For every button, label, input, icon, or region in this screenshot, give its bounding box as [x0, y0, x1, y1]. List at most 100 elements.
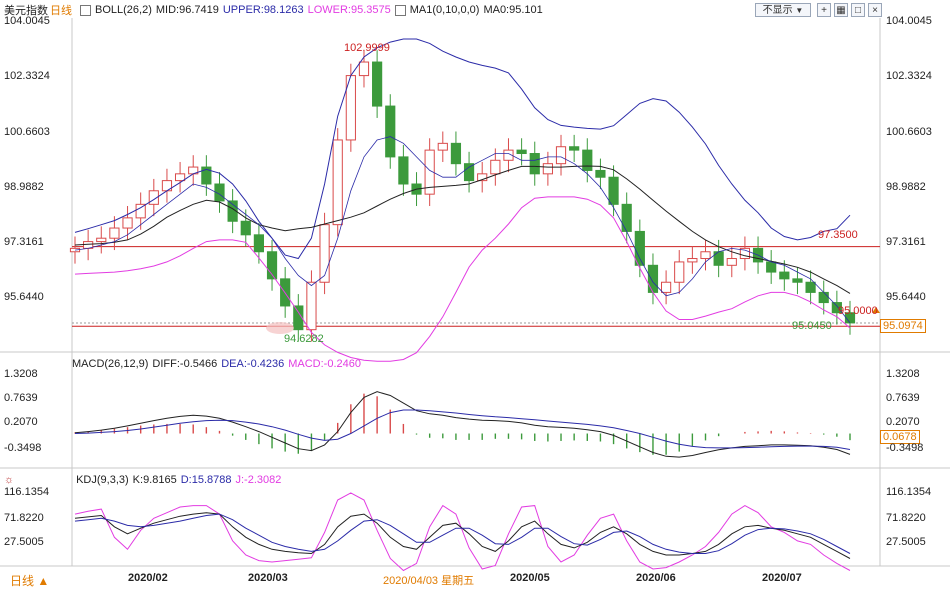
kdj-j-value: J:-2.3082 — [235, 474, 282, 486]
ma-label: MA1(0,10,0,0) — [409, 4, 480, 16]
candle-body — [372, 61, 383, 107]
macd-diff-value: DIFF:-0.5466 — [152, 358, 218, 370]
macd-dea-line — [74, 409, 851, 450]
candle-body — [555, 146, 567, 165]
resistance-annotation: 97.3500 — [818, 229, 858, 241]
xtick-2020-06: 2020/06 — [636, 572, 676, 584]
macd-ytick-0: 1.3208 — [886, 368, 920, 380]
candle-body — [437, 142, 448, 151]
candle-body — [621, 203, 632, 232]
hide-indicator-select[interactable]: 不显示 ▼ — [755, 3, 811, 17]
price-ytick-1: 102.3324 — [886, 70, 932, 82]
xtick-2020-02: 2020/02 — [128, 572, 168, 584]
candle-body — [661, 281, 672, 293]
candle-body — [792, 278, 803, 283]
settings-grid-icon[interactable]: ▦ — [834, 3, 848, 17]
candle-body — [96, 237, 107, 243]
price-ytick-0: 104.0045 — [886, 15, 932, 27]
candle-body — [687, 258, 698, 263]
add-indicator-icon[interactable]: + — [817, 3, 831, 17]
boll-label: BOLL(26,2) — [95, 4, 152, 16]
candle-body — [174, 173, 186, 182]
kdj-k-line — [74, 512, 851, 559]
kdj-settings-icon[interactable]: ☼ — [4, 474, 15, 486]
candle-body — [805, 281, 816, 293]
boll-toggle-icon[interactable] — [80, 4, 91, 16]
ma0-value: MA0:95.101 — [483, 4, 543, 16]
kdj-k-value: K:9.8165 — [132, 474, 177, 486]
candle-body — [463, 163, 475, 182]
candle-body — [240, 220, 251, 236]
xtick-2020-05: 2020/05 — [510, 572, 550, 584]
support-annotation: 95.0000 — [838, 305, 878, 317]
candle-body — [148, 190, 159, 205]
candle-body — [674, 261, 685, 283]
candle-body — [109, 227, 120, 239]
macd-ytick-1: 0.7639 — [886, 392, 920, 404]
macd-current-tag: 0.0678 — [880, 430, 920, 444]
price-ytick-5: 95.6440 — [886, 291, 926, 303]
boll-mid-line — [74, 165, 851, 294]
kdj-ytick-2: 27.5005 — [886, 536, 926, 548]
macd-diff-line — [74, 391, 851, 458]
candle-body — [293, 305, 304, 331]
candle-body — [253, 234, 264, 253]
price-ytick-2: 100.6603 — [886, 126, 932, 138]
candle-body — [818, 291, 829, 304]
candle-body — [477, 173, 488, 182]
macd-dea-value: DEA:-0.4236 — [221, 358, 285, 370]
kdj-d-line — [74, 513, 851, 554]
candle-body — [608, 176, 619, 205]
boll-upper-value: UPPER:98.1263 — [222, 4, 304, 16]
ma-toggle-icon[interactable] — [394, 4, 406, 16]
candle-body — [779, 271, 790, 280]
candle-body — [647, 264, 659, 293]
candle-body — [450, 142, 462, 165]
macd-ytick-3: -0.3498 — [886, 442, 924, 454]
candle-body — [358, 61, 370, 77]
candle-body — [201, 166, 212, 185]
candle-body — [135, 203, 146, 219]
candle-body — [214, 183, 225, 202]
high-annotation: 102.9999 — [344, 42, 390, 54]
candle-body — [398, 156, 409, 185]
macd-label: MACD(26,12,9) — [72, 358, 149, 370]
boll-upper-line — [74, 38, 851, 260]
price-ytick-left-5: 95.6440 — [4, 291, 44, 303]
low-annotation: 94.6282 — [284, 333, 324, 345]
close-icon[interactable]: × — [868, 3, 882, 17]
candle-body — [739, 247, 751, 260]
price-ytick-left-2: 100.6603 — [4, 126, 50, 138]
candle-body — [122, 217, 133, 229]
boll-mid-value: MID:96.7419 — [155, 4, 219, 16]
period-label[interactable]: 日线 — [50, 5, 72, 17]
candle-body — [831, 302, 842, 314]
period-switch-tab[interactable]: 日线 ▲ — [10, 574, 50, 588]
macd-ytick-left-3: -0.3498 — [4, 442, 42, 454]
ma0-line — [74, 136, 851, 324]
kdj-label: KDJ(9,3,3) — [76, 474, 129, 486]
candle-body — [332, 139, 343, 226]
kdj-d-value: D:15.8788 — [180, 474, 232, 486]
price-ytick-left-0: 104.0045 — [4, 15, 50, 27]
maximize-icon[interactable]: □ — [851, 3, 865, 17]
boll-lower-value: LOWER:95.3575 — [307, 4, 391, 16]
candle-body — [595, 169, 606, 178]
kdj-ytick-0: 116.1354 — [886, 486, 932, 498]
price-ytick-3: 98.9882 — [886, 181, 926, 193]
candle-body — [319, 224, 330, 283]
macd-ytick-2: 0.2070 — [886, 416, 920, 428]
kdj-header: ☼ KDJ(9,3,3) K:9.8165 D:15.8788 J:-2.308… — [0, 472, 285, 488]
candle-body — [634, 230, 645, 266]
candle-body — [490, 159, 501, 175]
candle-body — [726, 258, 737, 266]
kdj-ytick-1: 71.8220 — [886, 512, 926, 524]
price-ytick-left-3: 98.9882 — [4, 181, 44, 193]
candle-body — [542, 163, 553, 175]
candle-body — [569, 146, 580, 151]
boll-lower-line — [74, 196, 851, 362]
price-header: 美元指数 日线 BOLL(26,2) MID:96.7419 UPPER:98.… — [4, 2, 547, 18]
low-marker — [266, 322, 294, 334]
